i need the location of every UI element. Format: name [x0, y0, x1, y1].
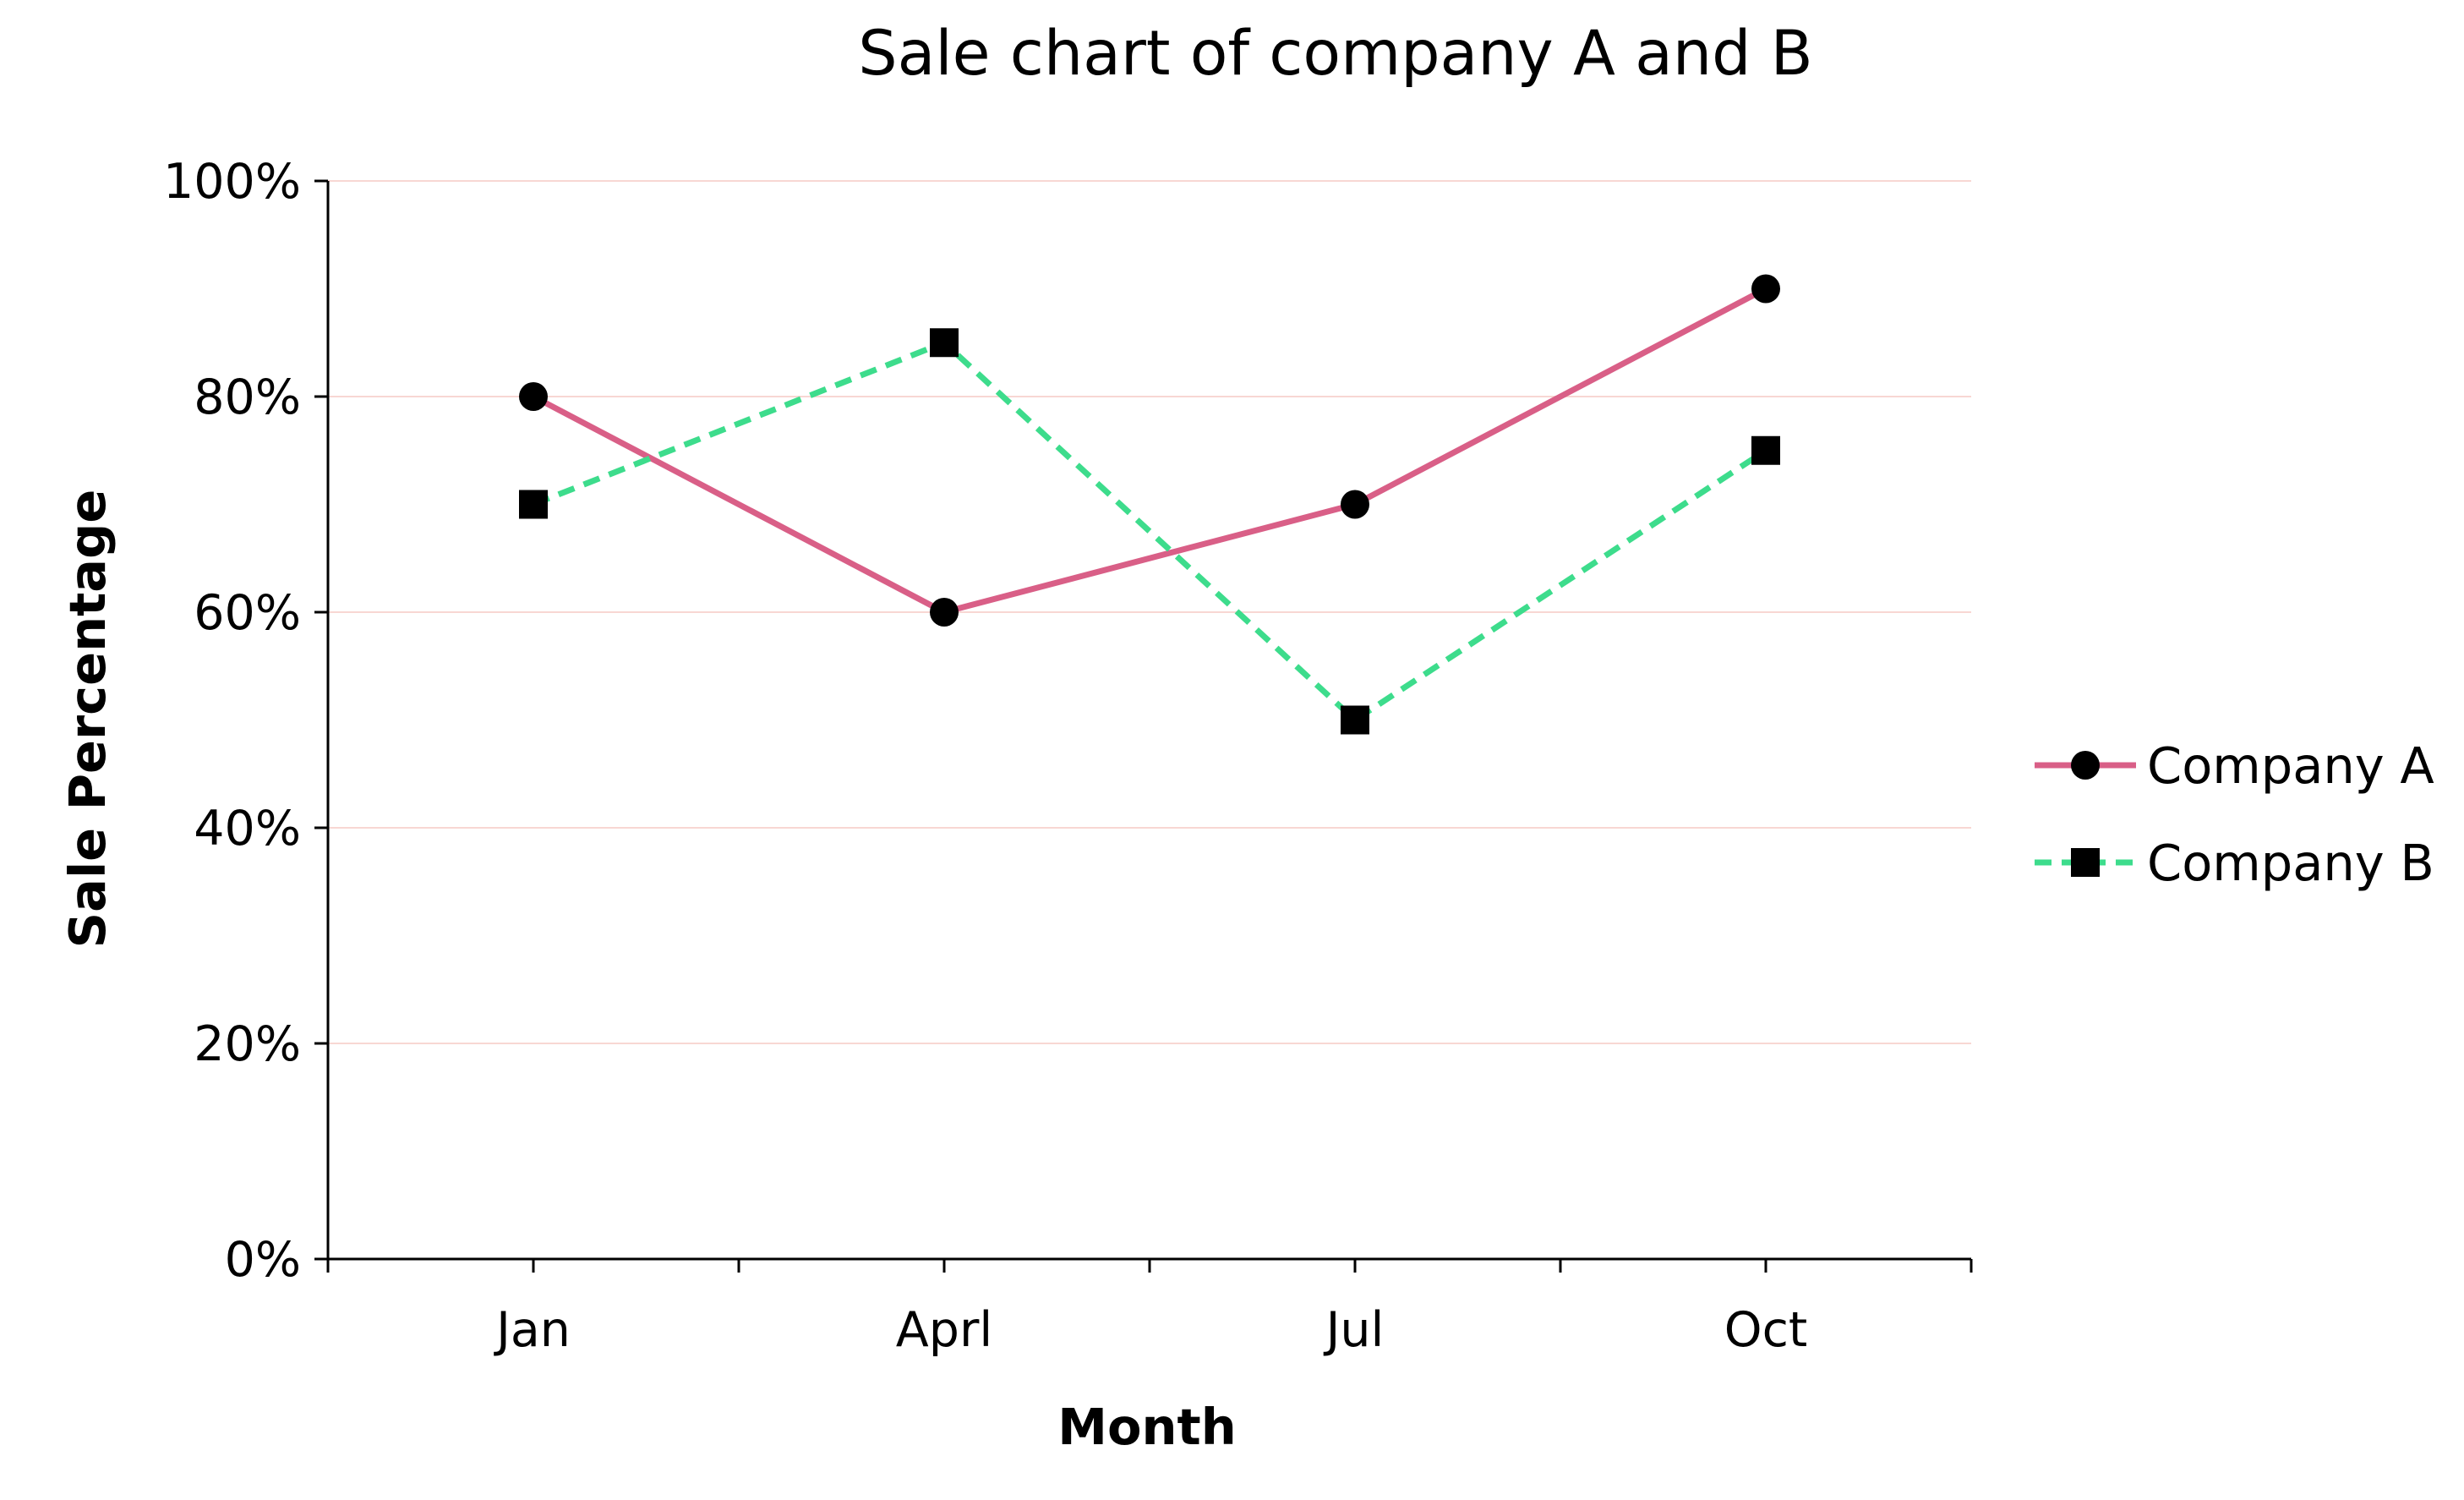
y-tick-label: 40%	[194, 801, 301, 857]
series-1	[519, 274, 1780, 627]
legend-marker	[2071, 751, 2100, 780]
axes	[314, 179, 1973, 1273]
x-tick-labels: Jan Aprl Jul Oct	[494, 1302, 1807, 1358]
y-tick-labels: 0% 20% 40% 60% 80% 100%	[163, 154, 301, 1288]
data-point	[930, 328, 959, 358]
data-point	[519, 490, 548, 519]
series-2	[519, 328, 1780, 735]
x-tick-label: Oct	[1724, 1302, 1808, 1358]
x-tick-label: Aprl	[896, 1302, 992, 1358]
y-tick-label: 0%	[225, 1232, 301, 1288]
x-tick-label: Jul	[1324, 1302, 1385, 1358]
data-point	[519, 382, 548, 411]
legend-item: Company B	[2035, 834, 2434, 892]
y-tick-label: 80%	[194, 370, 301, 425]
chart-title: Sale chart of company A and B	[858, 18, 1812, 90]
data-point	[1341, 490, 1369, 519]
series-line	[532, 339, 1767, 723]
data-point	[1751, 435, 1780, 465]
y-tick-label: 100%	[163, 154, 301, 210]
legend-label: Company A	[2147, 736, 2434, 795]
series-line	[532, 286, 1767, 616]
legend-item: Company A	[2035, 736, 2434, 795]
y-tick-label: 60%	[194, 585, 301, 641]
y-tick-label: 20%	[194, 1016, 301, 1072]
x-tick-label: Jan	[494, 1302, 571, 1358]
legend-label: Company B	[2147, 834, 2434, 892]
data-point	[1341, 705, 1369, 735]
data-point	[1751, 274, 1780, 304]
x-axis-title: Month	[1057, 1398, 1236, 1456]
legend-marker	[2071, 848, 2100, 877]
legend: Company A Company B	[2035, 736, 2434, 892]
grid-lines	[328, 180, 1971, 1044]
series	[519, 274, 1780, 735]
data-point	[930, 598, 959, 627]
y-axis-title: Sale Percentage	[58, 490, 117, 949]
